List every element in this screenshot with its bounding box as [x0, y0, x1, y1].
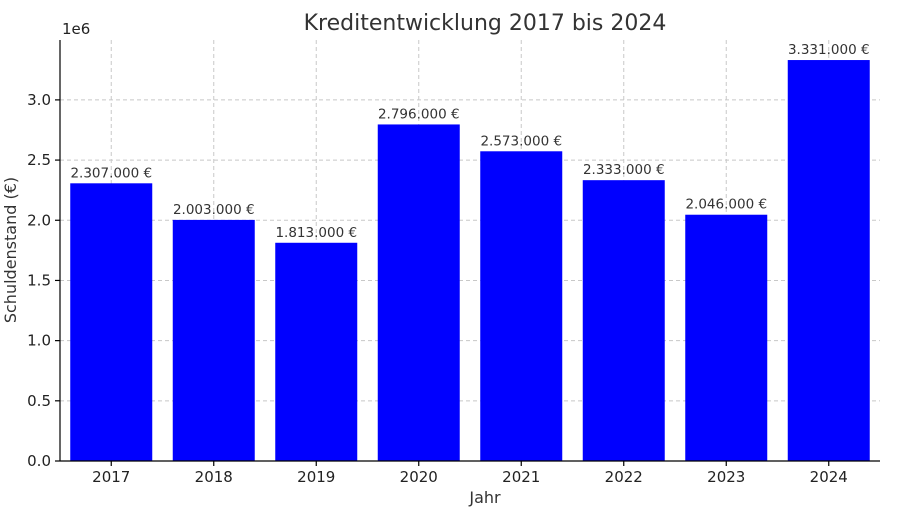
- bar-2023: [685, 214, 768, 461]
- bar-2024: [787, 60, 870, 462]
- data-label-2019: 1.813.000 €: [275, 225, 357, 241]
- data-label-2022: 2.333.000 €: [583, 162, 665, 178]
- bar-2022: [582, 180, 665, 461]
- data-label-2020: 2.796.000 €: [378, 106, 460, 122]
- x-tick-label-2019: 2019: [297, 468, 335, 486]
- y-tick-label: 2.0: [27, 211, 51, 229]
- y-tick-label: 3.0: [27, 91, 51, 109]
- data-label-2024: 3.331.000 €: [788, 42, 870, 58]
- y-axis-label: Schuldenstand (€): [1, 177, 20, 323]
- data-label-2017: 2.307.000 €: [70, 165, 152, 181]
- bar-2019: [275, 242, 358, 461]
- y-axis-offset-label: 1e6: [62, 20, 90, 38]
- y-tick-label: 1.0: [27, 332, 51, 350]
- y-tick-label: 1.5: [27, 271, 51, 289]
- x-tick-label-2020: 2020: [400, 468, 438, 486]
- x-axis-label: Jahr: [468, 488, 501, 507]
- y-tick-label: 2.5: [27, 151, 51, 169]
- y-tick-label: 0.0: [27, 452, 51, 470]
- x-tick-label-2018: 2018: [195, 468, 233, 486]
- data-label-2018: 2.003.000 €: [173, 202, 255, 218]
- x-tick-label-2022: 2022: [605, 468, 643, 486]
- axis-layer: 0.0 0.5 1.0 1.5 2.0 2.5 3.0 2017 2018 2019 2020 202…: [27, 40, 880, 486]
- bar-layer: [70, 60, 870, 462]
- bar-2020: [377, 124, 460, 461]
- bar-2018: [172, 219, 255, 461]
- x-tick-label-2024: 2024: [810, 468, 848, 486]
- bar-2017: [70, 183, 153, 462]
- x-tick-label-2021: 2021: [502, 468, 540, 486]
- x-tick-label-2017: 2017: [92, 468, 130, 486]
- chart-title: Kreditentwicklung 2017 bis 2024: [304, 11, 667, 36]
- data-label-2023: 2.046.000 €: [685, 197, 767, 213]
- data-label-2021: 2.573.000 €: [480, 133, 562, 149]
- y-tick-label: 0.5: [27, 392, 51, 410]
- bar-2021: [480, 151, 563, 461]
- data-label-layer: 2.307.000 € 2.003.000 € 1.813.000 € 2.796.0…: [70, 42, 869, 241]
- x-tick-label-2023: 2023: [707, 468, 745, 486]
